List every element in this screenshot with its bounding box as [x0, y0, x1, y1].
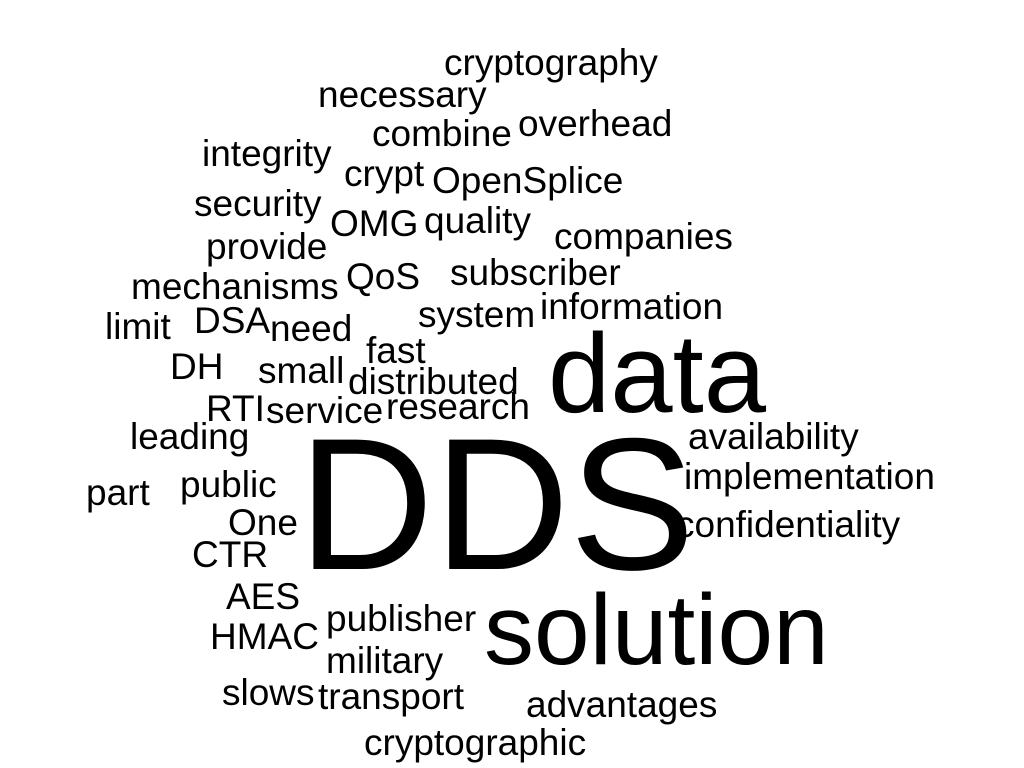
word-provide: provide [206, 226, 328, 267]
word-aes: AES [226, 576, 301, 617]
word-part: part [86, 472, 150, 513]
word-overhead: overhead [518, 103, 673, 144]
word-integrity: integrity [202, 133, 332, 174]
word-system: system [418, 294, 536, 335]
word-dsa: DSA [194, 300, 271, 341]
word-leading: leading [130, 416, 250, 457]
word-military: military [326, 640, 444, 681]
word-distributed: distributed [348, 361, 519, 402]
word-dds: DDS [298, 399, 695, 609]
word-omg: OMG [330, 203, 419, 244]
word-information: information [540, 286, 724, 327]
word-confidentiality: confidentiality [676, 504, 901, 545]
word-necessary: necessary [318, 74, 487, 115]
word-ctr: CTR [192, 534, 269, 575]
word-combine: combine [372, 113, 512, 154]
word-dh: DH [170, 346, 224, 387]
word-solution: solution [484, 574, 829, 686]
word-implementation: implementation [684, 456, 935, 497]
word-cryptographic: cryptographic [364, 722, 587, 763]
word-opensplice: OpenSplice [432, 160, 624, 201]
word-quality: quality [424, 200, 531, 241]
word-security: security [194, 183, 322, 224]
word-mechanisms: mechanisms [131, 266, 339, 307]
word-limit: limit [105, 306, 171, 347]
word-qos: QoS [346, 256, 421, 297]
word-need: need [270, 308, 353, 349]
word-slows: slows [222, 672, 315, 713]
word-rti: RTI [206, 388, 265, 429]
word-fast: fast [366, 330, 426, 371]
word-subscriber: subscriber [450, 252, 621, 293]
word-small: small [258, 350, 345, 391]
word-transport: transport [318, 676, 465, 717]
word-publisher: publisher [326, 598, 477, 639]
word-one: One [228, 502, 298, 543]
word-crypt: crypt [344, 153, 425, 194]
word-advantages: advantages [526, 684, 718, 725]
word-companies: companies [554, 216, 733, 257]
word-availability: availability [688, 416, 859, 457]
word-data: data [548, 311, 766, 436]
word-public: public [180, 464, 277, 505]
word-hmac: HMAC [210, 616, 319, 657]
word-service: service [266, 390, 384, 431]
word-cryptography: cryptography [444, 42, 658, 83]
word-research: research [386, 386, 530, 427]
